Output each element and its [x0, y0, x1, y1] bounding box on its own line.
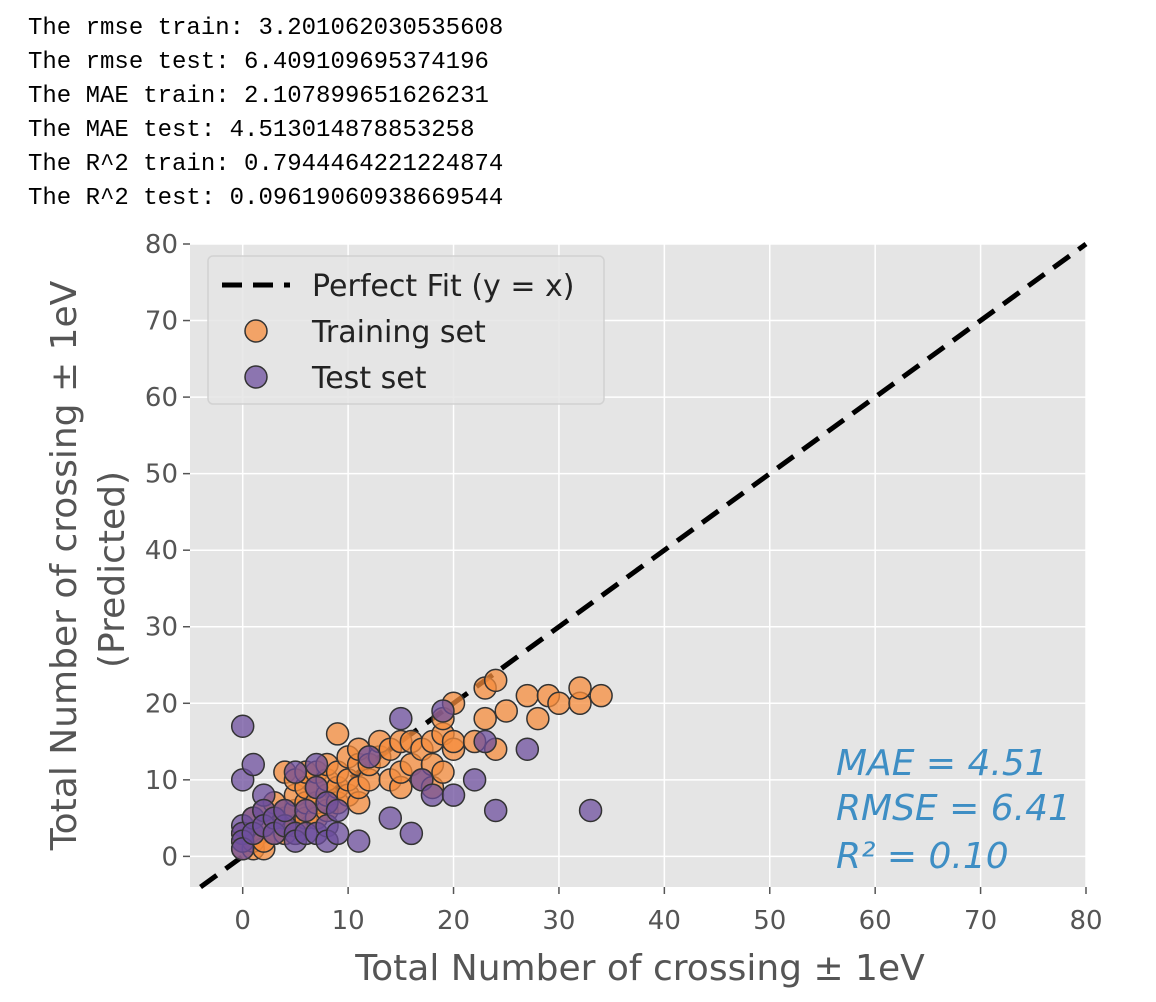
train-point: [526, 706, 550, 731]
y-tick-label: 70: [145, 307, 178, 337]
rmse-annotation: RMSE = 6.41: [836, 788, 1071, 829]
x-tick-label: 30: [542, 906, 575, 936]
output-line: The rmse test: 6.409109695374196: [28, 49, 489, 76]
y-tick-label: 20: [145, 689, 178, 719]
r2-annotation: R² = 0.10: [836, 836, 1009, 877]
x-tick-label: 20: [437, 906, 470, 936]
train-point: [568, 676, 592, 700]
output-line: The MAE test: 4.513014878853258: [28, 117, 475, 144]
train-point: [325, 722, 350, 746]
test-point: [515, 737, 540, 761]
y-axis-label: Total Number of crossing ± 1eV: [44, 280, 85, 851]
x-axis-label: Total Number of crossing ± 1eV: [354, 948, 925, 989]
train-point: [515, 683, 540, 708]
y-tick-label: 50: [145, 460, 178, 490]
y-tick-label: 80: [145, 230, 178, 260]
train-point: [494, 699, 518, 723]
train-point: [441, 729, 466, 754]
x-tick-label: 60: [859, 906, 892, 936]
mae-annotation: MAE = 4.51: [836, 743, 1048, 784]
test-point: [283, 760, 308, 784]
test-point: [578, 798, 603, 823]
test-set-points: [230, 699, 603, 861]
y-tick-label: 0: [161, 842, 178, 872]
test-point: [325, 821, 350, 846]
legend-label-test: Test set: [311, 361, 427, 396]
perfect-fit-line: [199, 241, 1088, 890]
test-point: [230, 714, 255, 738]
test-point: [357, 745, 381, 769]
output-line: The R^2 test: 0.09619060938669544: [28, 185, 504, 212]
x-tick-label: 80: [1069, 906, 1102, 936]
y-tick-label: 10: [145, 766, 178, 796]
y-axis-label-sub: (Predicted): [92, 471, 133, 668]
y-tick-label: 60: [145, 383, 178, 413]
output-text: The rmse train: 3.201062030535608 The rm…: [28, 12, 503, 216]
axis-ticks: 0 10 20 30 40 50 60 70 80 0 10 20 30 40 50 60 70 80: [145, 230, 1103, 936]
x-tick-label: 10: [332, 906, 365, 936]
output-line: The MAE train: 2.107899651626231: [28, 83, 489, 110]
train-point: [431, 760, 455, 784]
x-tick-label: 40: [648, 906, 681, 936]
test-point: [441, 783, 466, 807]
train-point: [473, 706, 497, 731]
test-point: [399, 821, 424, 846]
output-line: The R^2 train: 0.7944464221224874: [28, 151, 504, 178]
test-point: [473, 729, 497, 754]
test-point: [241, 752, 265, 777]
test-point: [378, 806, 403, 830]
y-tick-label: 30: [145, 613, 178, 643]
legend-train-swatch: [244, 319, 268, 343]
output-line: The rmse train: 3.201062030535608: [28, 15, 504, 42]
fit-line: [199, 241, 1088, 890]
test-point: [483, 798, 508, 823]
legend-label-train: Training set: [311, 315, 486, 350]
train-point: [483, 668, 508, 693]
legend-box: [207, 255, 605, 405]
test-point: [346, 829, 371, 853]
metrics-annotation: MAE = 4.51 RMSE = 6.41 R² = 0.10: [836, 743, 1071, 877]
x-tick-label: 70: [964, 906, 997, 936]
test-point: [420, 783, 445, 807]
train-point: [589, 683, 613, 708]
test-point: [294, 798, 318, 823]
x-tick-label: 50: [753, 906, 786, 936]
test-point: [389, 706, 413, 731]
test-point: [273, 798, 297, 823]
train-point: [547, 691, 571, 716]
y-tick-label: 40: [145, 536, 178, 566]
legend-label-fit: Perfect Fit (y = x): [312, 269, 574, 304]
x-tick-label: 0: [234, 906, 251, 936]
test-point: [304, 752, 329, 777]
test-point: [325, 798, 350, 823]
test-point: [431, 699, 455, 723]
legend-test-swatch: [244, 365, 268, 389]
legend: Perfect Fit (y = x) Training set Test se…: [207, 255, 605, 405]
test-point: [462, 768, 487, 792]
